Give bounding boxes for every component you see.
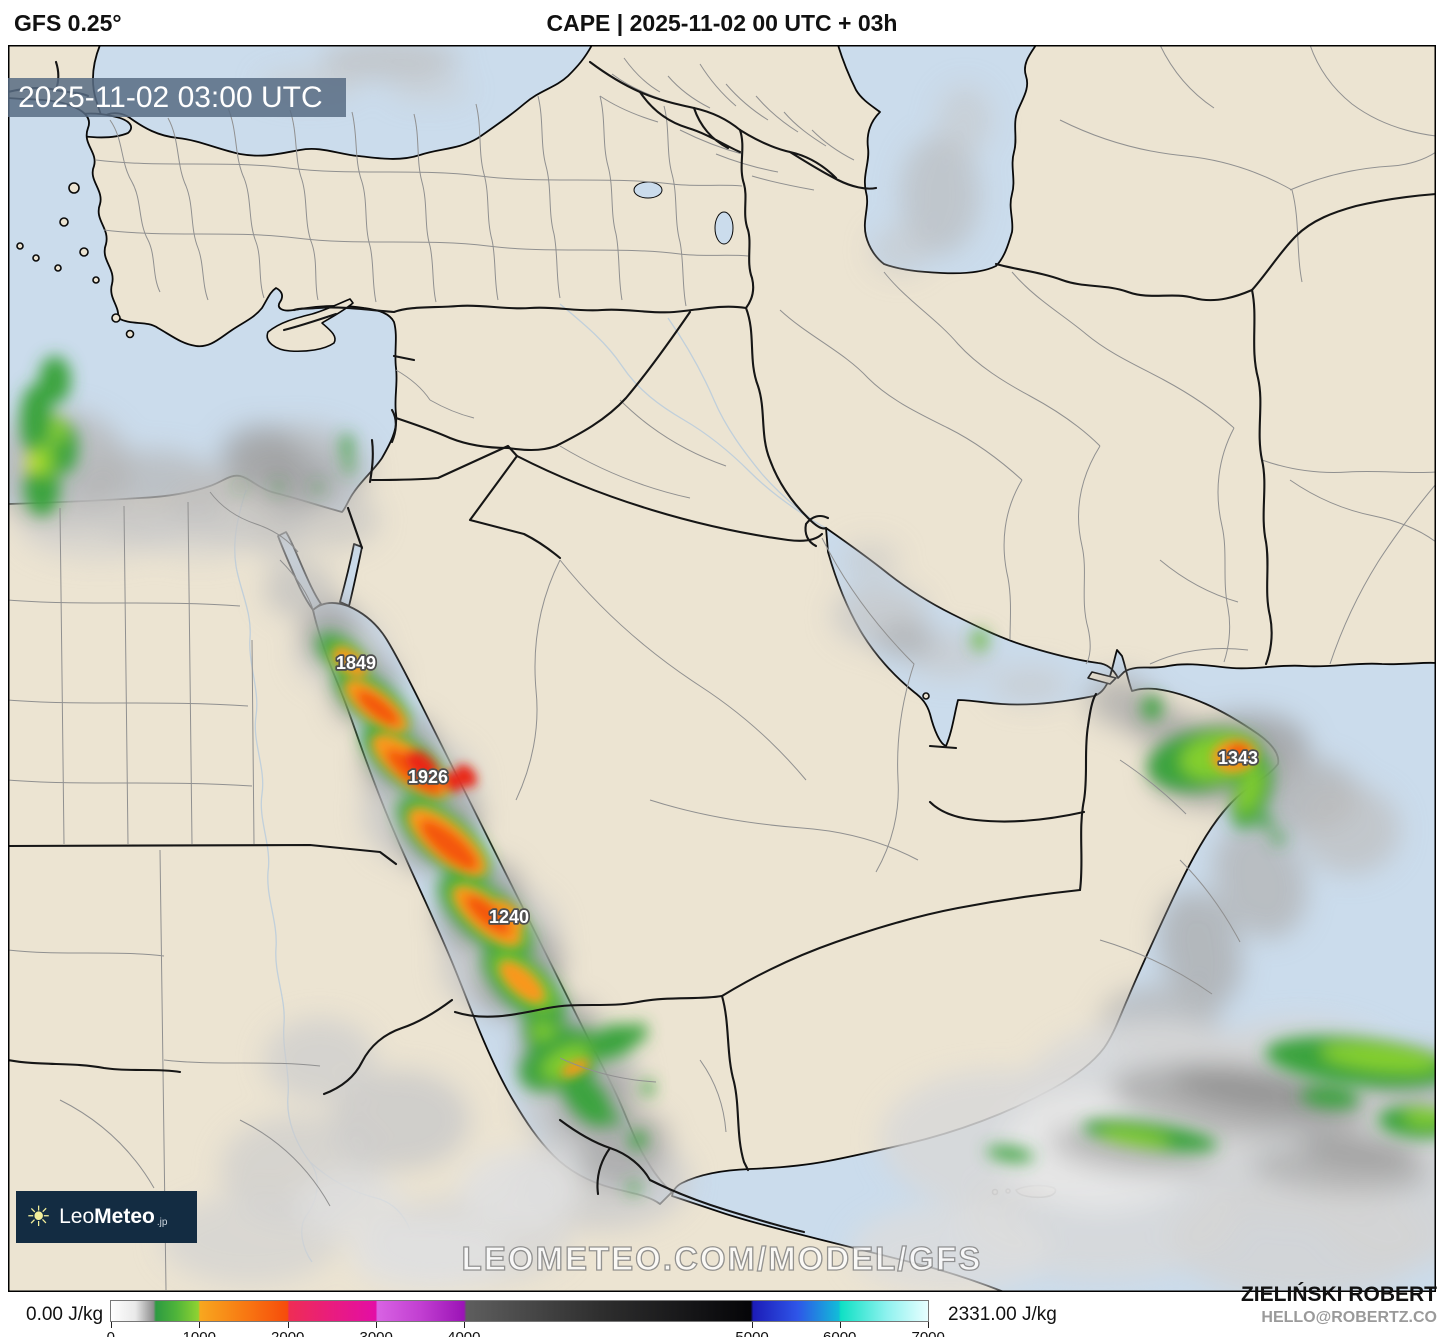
map-container: 1849 1926 1240 1343 2025-11-02 03:00 UTC… <box>8 45 1436 1292</box>
euphrates-river <box>559 303 827 529</box>
tigris-river <box>667 317 811 519</box>
cape-value-label: 1240 <box>489 907 529 927</box>
cape-gray-layer <box>8 45 1436 1292</box>
country-borders-layer <box>8 60 1436 1234</box>
colorbar-tick-label: 3000 <box>359 1329 392 1337</box>
logo-tld: .jp <box>156 1216 168 1228</box>
admin-borders-layer <box>8 45 1436 1291</box>
colorbar <box>110 1300 929 1322</box>
cape-value-labels: 1849 1926 1240 1343 <box>334 651 1260 929</box>
cyprus-island <box>266 298 354 353</box>
author-name: ZIELIŃSKI ROBERT <box>1240 1283 1437 1306</box>
weather-map-svg: 1849 1926 1240 1343 <box>8 45 1436 1292</box>
timestamp-overlay: 2025-11-02 03:00 UTC <box>8 78 346 117</box>
map-frame <box>8 45 1436 1292</box>
colorbar-tick: 6000 <box>823 1322 856 1337</box>
colorbar-tick-label: 2000 <box>271 1329 304 1337</box>
colorbar-tick-label: 4000 <box>447 1329 480 1337</box>
cape-value-label: 1849 <box>336 653 376 673</box>
colorbar-tick: 5000 <box>735 1322 769 1337</box>
colorbar-tick: 4000 <box>447 1322 480 1337</box>
colorbar-tick-label: 7000 <box>911 1329 944 1337</box>
colorbar-ticks: 0 1000 2000 3000 4000 5000 6000 7000 <box>107 1300 945 1337</box>
model-label: GFS 0.25° <box>14 10 122 36</box>
page-title: CAPE | 2025-11-02 00 UTC + 03h <box>546 10 898 36</box>
colorbar-tick: 0 <box>107 1322 115 1337</box>
colorbar-tick: 3000 <box>359 1322 393 1337</box>
leometeo-logo: ☀ LeoMeteo .jp <box>16 1191 197 1243</box>
cape-value-label: 1926 <box>408 767 448 787</box>
colorbar-tick-label: 1000 <box>183 1329 216 1337</box>
cape-value-label: 1343 <box>1218 748 1258 768</box>
colorbar-max-label: 2331.00 J/kg <box>948 1304 1057 1325</box>
lake-urmia <box>714 211 734 245</box>
colorbar-tick: 1000 <box>183 1322 216 1337</box>
author-block: ZIELIŃSKI ROBERT HELLO@ROBERTZ.CO <box>1241 1283 1437 1327</box>
lake-van <box>633 181 663 199</box>
sun-icon: ☀ <box>26 1201 52 1232</box>
colorbar-tick-label: 5000 <box>735 1329 768 1337</box>
colorbar-tick: 7000 <box>911 1322 945 1337</box>
watermark: LEOMETEO.COM/MODEL/GFS <box>461 1239 983 1277</box>
colorbar-tick: 2000 <box>271 1322 304 1337</box>
colorbar-tick-label: 0 <box>107 1329 115 1337</box>
author-contact: HELLO@ROBERTZ.CO <box>1261 1309 1437 1327</box>
colorbar-min-label: 0.00 J/kg <box>26 1304 104 1325</box>
cape-orange-layer <box>333 647 1256 1077</box>
logo-text: LeoMeteo <box>59 1205 155 1228</box>
colorbar-tick-label: 6000 <box>823 1329 856 1337</box>
